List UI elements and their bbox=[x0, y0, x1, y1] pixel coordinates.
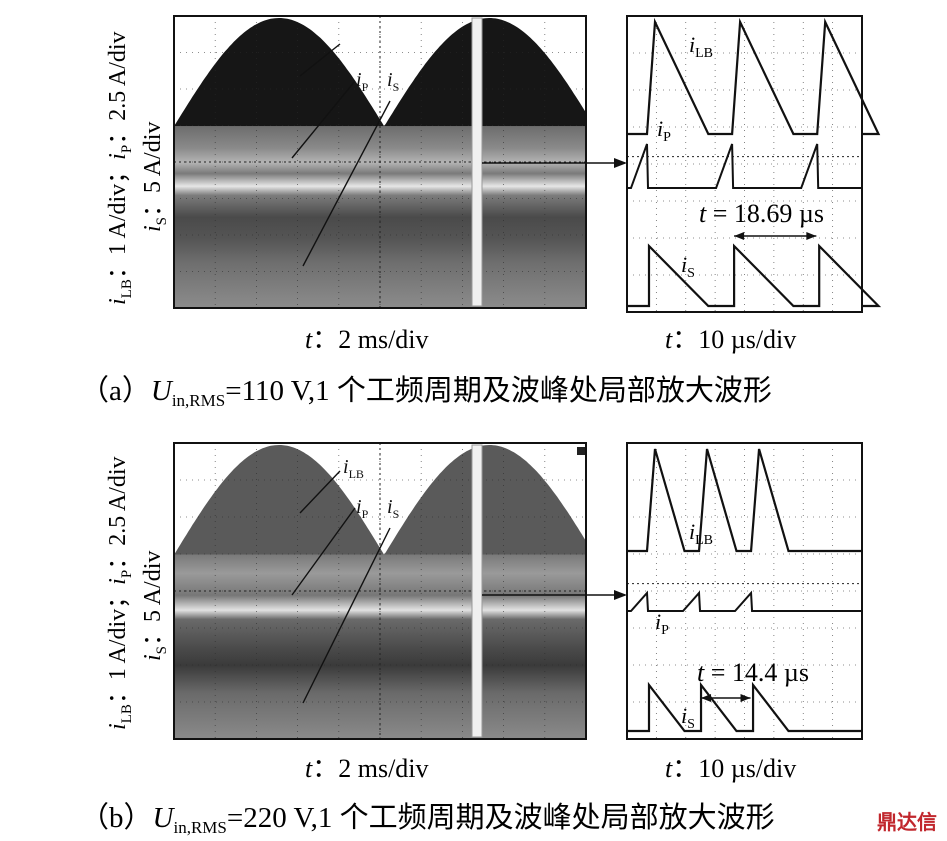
period-value: = 14.4 µs bbox=[704, 658, 809, 687]
trace-band-is-ip bbox=[174, 554, 586, 739]
ylabel-line2: iS：5 A/div bbox=[140, 551, 170, 661]
arrow-head-right bbox=[806, 232, 817, 240]
label-ip: iP bbox=[356, 496, 369, 521]
right-plot-bg bbox=[627, 16, 862, 312]
leader-ilb bbox=[299, 470, 341, 514]
zoom-label-ip: iP bbox=[655, 609, 669, 638]
caption-b: （b）Uin,RMS=220 V,1 个工频周期及波峰处局部放大波形 bbox=[80, 801, 775, 837]
xlabel-right: t：10 µs/div bbox=[665, 754, 796, 783]
leader-ilb bbox=[299, 43, 341, 77]
watermark-logo: 鼎达信 bbox=[877, 810, 937, 834]
period-value: = 18.69 µs bbox=[706, 199, 824, 228]
zoom-connector-head bbox=[614, 590, 627, 600]
ylabel-line2: iS：5 A/div bbox=[140, 122, 170, 232]
xlabel-left: t：2 ms/div bbox=[305, 325, 429, 354]
ylabel-line1: iLB：1 A/div；iP：2.5 A/div bbox=[105, 456, 135, 730]
zoom-label-is: iS bbox=[681, 252, 695, 281]
right-plot: iLB iP iSt = 18.69 µs bbox=[626, 15, 882, 313]
left-plot: iLB iP iS bbox=[173, 15, 587, 309]
label-ilb: iLB bbox=[343, 456, 364, 481]
zoom-connector-head bbox=[614, 158, 627, 168]
zoom-label-ilb: iLB bbox=[689, 32, 713, 61]
xlabel-right: t：10 µs/div bbox=[665, 325, 796, 354]
arrow-head-left bbox=[734, 232, 745, 240]
leader-is bbox=[302, 527, 391, 704]
right-grid bbox=[627, 16, 862, 312]
left-grid bbox=[174, 16, 586, 308]
zoom-label-ilb: iLB bbox=[689, 519, 713, 548]
trace-ip bbox=[627, 590, 862, 612]
right-plot: iLB iP iSt = 14.4 µs bbox=[626, 442, 863, 740]
trace-is bbox=[627, 681, 862, 733]
period-annotation: t = 14.4 µs bbox=[697, 658, 809, 687]
left-plot: iLB iP iS bbox=[173, 442, 587, 740]
right-grid bbox=[627, 443, 862, 739]
trace-ilb bbox=[627, 448, 862, 553]
right-plot-frame bbox=[626, 442, 863, 740]
zoom-window-marker bbox=[471, 444, 483, 738]
zoom-label-is: iS bbox=[681, 703, 695, 732]
period-annotation: t = 18.69 µs bbox=[699, 199, 824, 228]
right-plot-bg bbox=[627, 443, 862, 739]
arrow-head-left bbox=[701, 694, 712, 702]
right-plot-frame bbox=[626, 15, 863, 313]
xlabel-left: t：2 ms/div bbox=[305, 754, 429, 783]
leader-ip bbox=[291, 80, 356, 159]
leader-is bbox=[302, 100, 391, 267]
zoom-window-marker bbox=[471, 17, 483, 307]
ylabel-line1: iLB：1 A/div；iP：2.5 A/div bbox=[105, 31, 135, 305]
caption-a: （a）Uin,RMS=110 V,1 个工频周期及波峰处局部放大波形 bbox=[80, 374, 772, 410]
left-plot-frame bbox=[173, 442, 587, 740]
trace-ilb-envelope bbox=[174, 445, 586, 555]
trace-ip bbox=[627, 143, 862, 189]
trace-ilb-envelope bbox=[174, 18, 586, 127]
left-plot-frame bbox=[173, 15, 587, 309]
trace-ilb bbox=[627, 17, 881, 136]
label-is: iS bbox=[387, 496, 399, 521]
trace-is bbox=[627, 243, 882, 308]
label-is: iS bbox=[387, 69, 399, 94]
label-ip: iP bbox=[356, 69, 369, 94]
leader-ip bbox=[291, 507, 356, 596]
label-ilb: iLB bbox=[343, 29, 364, 54]
zoom-label-ip: iP bbox=[657, 116, 671, 145]
arrow-head-right bbox=[740, 694, 751, 702]
trigger-icon bbox=[577, 447, 585, 455]
